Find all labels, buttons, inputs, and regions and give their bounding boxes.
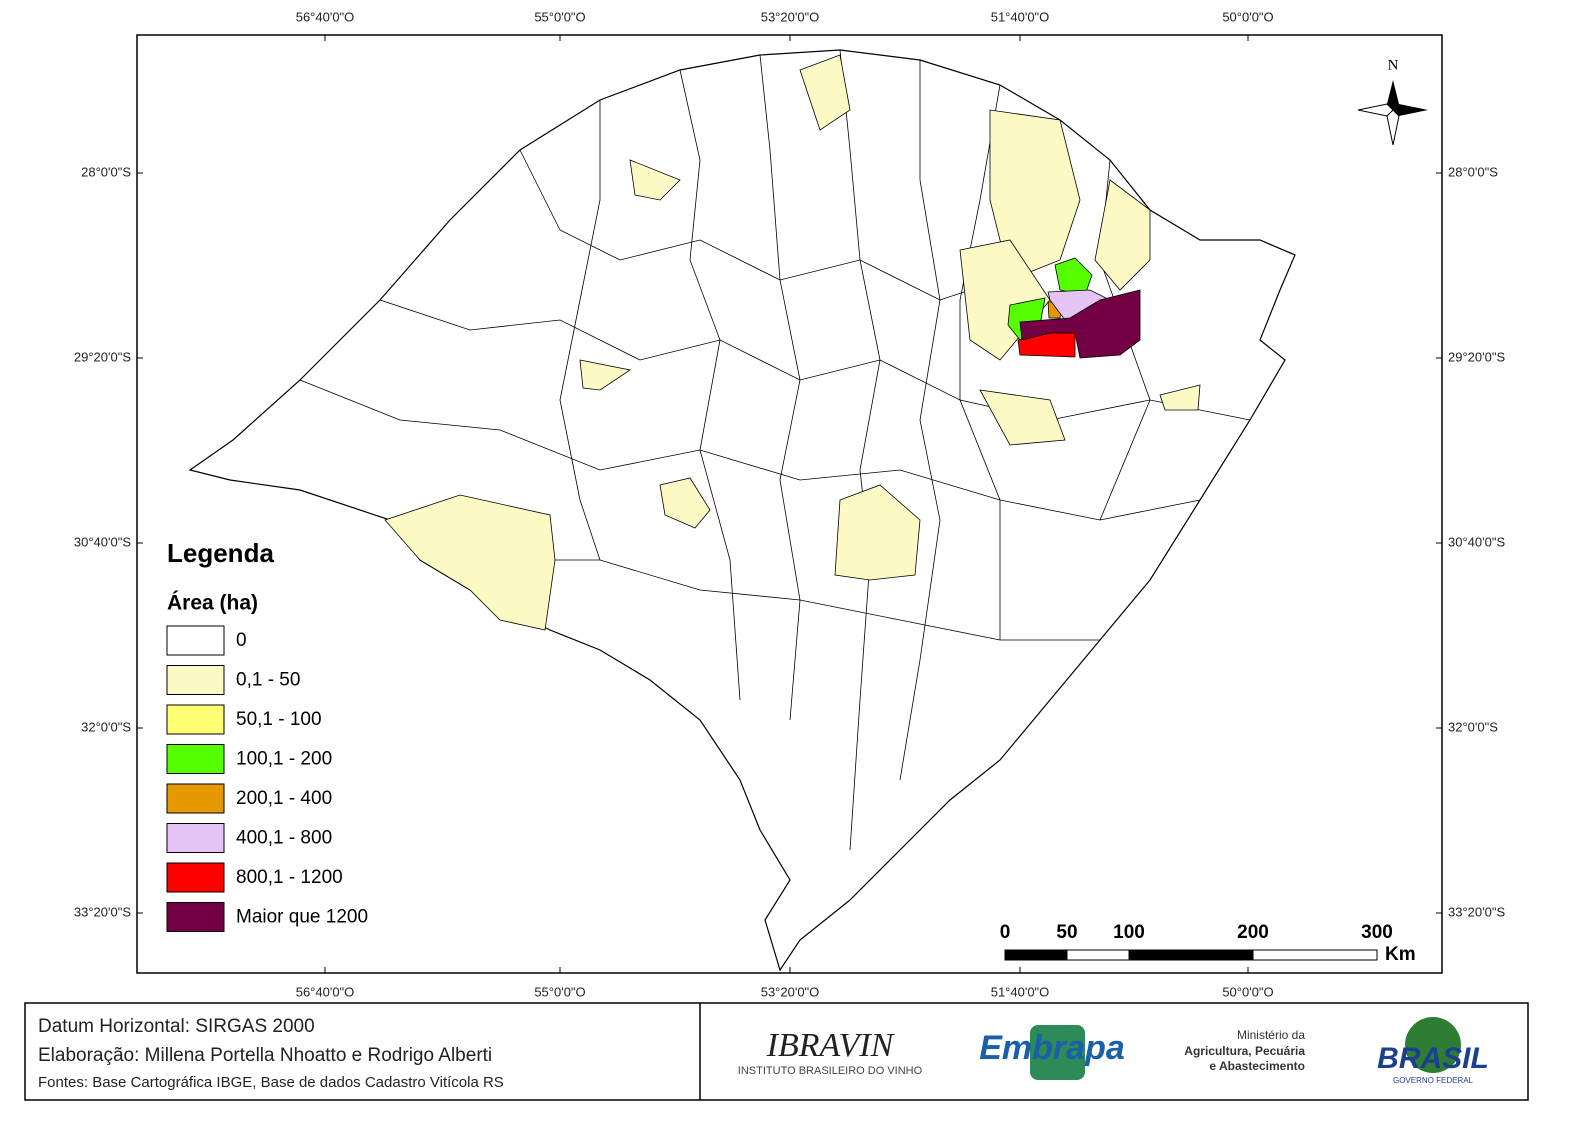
ibravin-subtitle: INSTITUTO BRASILEIRO DO VINHO — [738, 1065, 923, 1077]
legend-swatch — [166, 902, 225, 932]
latitude-label: 30°40'0"S — [1448, 534, 1505, 549]
legend-label: 200,1 - 400 — [236, 788, 332, 809]
legend-label: 50,1 - 100 — [236, 709, 322, 730]
latitude-label: 29°20'0"S — [1448, 349, 1505, 364]
longitude-label: 51°40'0"O — [991, 984, 1050, 999]
footer-frame — [24, 1002, 1529, 1101]
legend-swatch — [166, 625, 225, 656]
scale-segment — [1252, 949, 1378, 961]
legend-swatch — [166, 823, 225, 853]
legend-title: Legenda — [167, 538, 274, 568]
brasil-globe — [1405, 1017, 1461, 1073]
latitude-label: 32°0'0"S — [81, 719, 131, 734]
latitude-label: 29°20'0"S — [74, 349, 131, 364]
latitude-label: 28°0'0"S — [1448, 164, 1498, 179]
latitude-label: 33°20'0"S — [1448, 904, 1505, 919]
longitude-label: 53°20'0"O — [761, 9, 820, 24]
north-arrow: N — [1357, 57, 1428, 146]
legend-label: 0,1 - 50 — [236, 670, 300, 691]
ibravin-logo: IBRAVIN — [766, 1027, 896, 1064]
ministry-line: e Abastecimento — [1209, 1059, 1305, 1073]
ministry-line: Ministério da — [1237, 1028, 1305, 1042]
footer-line: Elaboração: Millena Portella Nhoatto e R… — [38, 1045, 492, 1066]
scale-label: 300 — [1361, 922, 1393, 943]
embrapa-logo: Embrapa — [979, 1029, 1125, 1067]
latitude-label: 32°0'0"S — [1448, 719, 1498, 734]
classified-municipalities — [384, 54, 1201, 631]
scale-segment — [1004, 949, 1068, 961]
longitude-label: 56°40'0"O — [296, 984, 355, 999]
scale-segment — [1066, 949, 1130, 961]
scale-segment — [1128, 949, 1254, 961]
legend-label: Maior que 1200 — [236, 907, 368, 928]
latitude-label: 30°40'0"S — [74, 534, 131, 549]
north-label: N — [1388, 57, 1399, 73]
legend-swatch — [166, 744, 225, 774]
longitude-label: 51°40'0"O — [991, 9, 1050, 24]
latitude-label: 28°0'0"S — [81, 164, 131, 179]
legend-subtitle: Área (ha) — [167, 592, 258, 615]
scale-label: 100 — [1113, 922, 1145, 943]
brasil-logo: BRASIL — [1377, 1042, 1489, 1075]
scale-label: 200 — [1237, 922, 1269, 943]
legend-label: 100,1 - 200 — [236, 749, 332, 770]
longitude-label: 53°20'0"O — [761, 984, 820, 999]
latitude-label: 33°20'0"S — [74, 904, 131, 919]
legend-label: 0 — [236, 630, 247, 651]
legend-swatch — [166, 704, 225, 735]
longitude-label: 55°0'0"O — [534, 984, 585, 999]
brasil-subtitle: GOVERNO FEDERAL — [1393, 1076, 1474, 1085]
embrapa-mark — [1030, 1025, 1085, 1080]
scale-label: 0 — [1000, 922, 1011, 943]
ministry-line: Agricultura, Pecuária — [1184, 1044, 1305, 1058]
scale-unit: Km — [1385, 944, 1416, 965]
longitude-label: 56°40'0"O — [296, 9, 355, 24]
longitude-label: 50°0'0"O — [1222, 984, 1273, 999]
legend-swatch — [166, 665, 225, 695]
footer-line: Fontes: Base Cartográfica IBGE, Base de … — [38, 1074, 504, 1091]
north-arrow-point — [1393, 104, 1428, 116]
north-arrow-point — [1387, 80, 1399, 110]
legend-swatch — [166, 783, 225, 814]
scale-label: 50 — [1056, 922, 1077, 943]
legend-label: 400,1 - 800 — [236, 828, 332, 849]
legend-label: 800,1 - 1200 — [236, 867, 343, 888]
longitude-label: 55°0'0"O — [534, 9, 585, 24]
footer-line: Datum Horizontal: SIRGAS 2000 — [38, 1016, 315, 1037]
longitude-label: 50°0'0"O — [1222, 9, 1273, 24]
legend-swatch — [166, 862, 225, 893]
